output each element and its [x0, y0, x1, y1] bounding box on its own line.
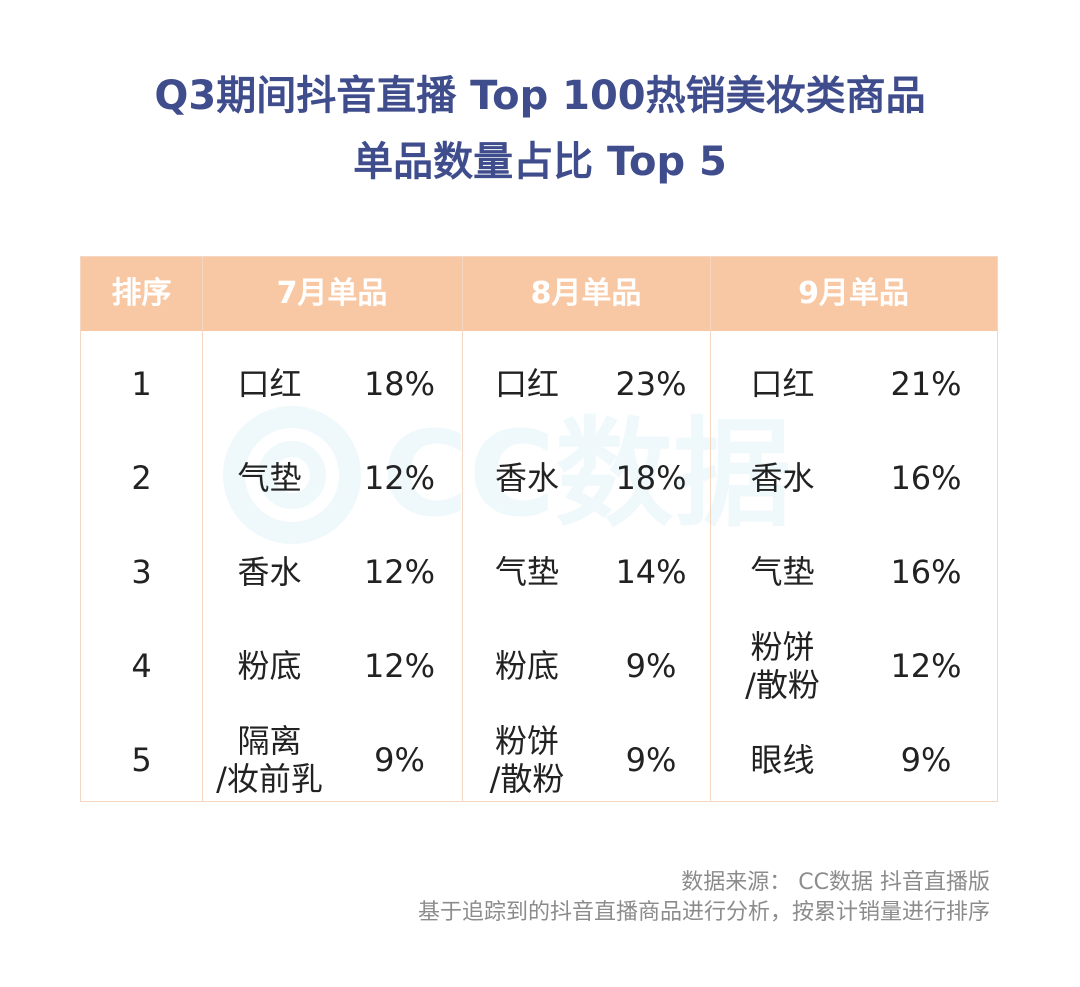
- cell-rank: 1: [131, 365, 152, 403]
- cell-aug-item: 香水: [494, 459, 559, 497]
- cell-rank: 3: [131, 553, 152, 591]
- cell-jul-pct: 12%: [363, 553, 436, 591]
- cell-sep-item: 粉饼 /散粉: [745, 628, 820, 704]
- cell-aug-item: 口红: [494, 365, 559, 403]
- cc-logo-icon: [223, 406, 361, 544]
- cell-sep-item: 口红: [750, 365, 815, 403]
- cell-aug-pct: 23%: [615, 365, 687, 403]
- page-subtitle: 单品数量占比 Top 5: [353, 139, 727, 185]
- cell-rank: 5: [131, 741, 152, 779]
- table-header: 排序 7月单品 8月单品 9月单品: [81, 257, 997, 331]
- column-divider: [462, 257, 463, 801]
- column-divider: [202, 257, 203, 801]
- cell-aug-pct: 9%: [625, 741, 677, 779]
- cell-jul-pct: 9%: [374, 741, 425, 779]
- cell-jul-item: 气垫: [237, 459, 302, 497]
- cell-sep-pct: 16%: [890, 553, 962, 591]
- cell-jul-pct: 12%: [363, 647, 436, 685]
- cell-jul-item: 香水: [237, 553, 302, 591]
- cell-sep-item: 眼线: [750, 741, 815, 779]
- header-july: 7月单品: [276, 276, 388, 311]
- header-september: 9月单品: [798, 276, 909, 311]
- data-table: 排序 7月单品 8月单品 9月单品 1 口红 18% 口红 23% 口红 21% 2 气垫 12%…: [80, 256, 998, 802]
- cell-sep-pct: 16%: [890, 459, 962, 497]
- data-source-note: 数据来源： CC数据 抖音直播版: [681, 870, 990, 895]
- cell-rank: 4: [131, 647, 152, 685]
- methodology-note: 基于追踪到的抖音直播商品进行分析，按累计销量进行排序: [417, 900, 990, 925]
- header-august: 8月单品: [530, 276, 642, 311]
- cell-aug-item: 粉饼 /散粉: [489, 722, 565, 798]
- cell-sep-item: 香水: [750, 459, 815, 497]
- watermark-text: CC数据: [382, 405, 792, 543]
- cell-aug-pct: 18%: [615, 459, 687, 497]
- cell-sep-pct: 21%: [890, 365, 962, 403]
- cell-jul-pct: 18%: [363, 365, 436, 403]
- page-title: Q3期间抖音直播 Top 100热销美妆类商品: [154, 73, 926, 119]
- cell-sep-pct: 9%: [900, 741, 952, 779]
- cell-sep-pct: 12%: [890, 647, 962, 685]
- watermark: CC数据: [222, 405, 872, 545]
- column-divider: [710, 257, 711, 801]
- cell-aug-item: 粉底: [494, 647, 559, 685]
- cell-aug-item: 气垫: [494, 553, 559, 591]
- cell-jul-item: 口红: [237, 365, 302, 403]
- cell-aug-pct: 9%: [625, 647, 677, 685]
- cell-aug-pct: 14%: [615, 553, 687, 591]
- cell-rank: 2: [131, 459, 152, 497]
- cell-jul-item: 粉底: [237, 647, 302, 685]
- cell-sep-item: 气垫: [750, 553, 815, 591]
- cell-jul-item: 隔离 /妆前乳: [216, 722, 323, 798]
- cell-jul-pct: 12%: [363, 459, 436, 497]
- header-rank: 排序: [111, 276, 172, 311]
